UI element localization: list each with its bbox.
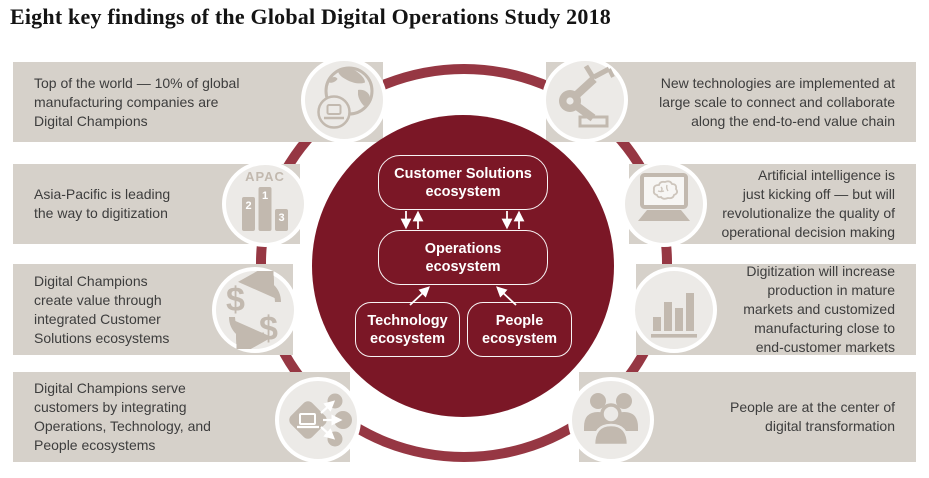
dollar-glyph-top: $ <box>226 281 245 319</box>
dollar-cycle-icon: $ $ <box>212 267 298 353</box>
bar-chart-icon <box>631 267 717 353</box>
finding-text: New technologies are implemented at larg… <box>659 74 895 129</box>
apac-rank-1: 1 <box>262 190 268 202</box>
people-group-icon-svg <box>584 393 638 447</box>
people-ecosystem-box: People ecosystem <box>467 302 572 357</box>
technology-ecosystem-box: Technology ecosystem <box>355 302 460 357</box>
outer-ring <box>256 64 672 462</box>
technology-ecosystem-label: Technology ecosystem <box>367 312 448 347</box>
customer-solutions-ecosystem-label: Customer Solutions ecosystem <box>394 165 532 200</box>
center-circle <box>312 115 614 417</box>
apac-rank-2: 2 <box>245 200 251 212</box>
customer-solutions-ecosystem-box: Customer Solutions ecosystem <box>378 155 548 210</box>
apac-podium-icon: APAC 2 1 3 <box>222 161 308 247</box>
finding-text: Asia-Pacific is leading the way to digit… <box>34 186 171 221</box>
finding-text: People are at the center of digital tran… <box>730 399 895 434</box>
network-share-icon-svg <box>289 393 352 447</box>
dollar-cycle-icon-svg: $ $ <box>226 271 282 349</box>
people-ecosystem-label: People ecosystem <box>482 312 557 347</box>
network-share-icon <box>275 377 361 463</box>
globe-laptop-icon <box>301 57 387 143</box>
finding-text: Digital Champions create value through i… <box>34 272 170 346</box>
globe-laptop-icon-svg <box>317 66 374 129</box>
bar-chart-icon-svg <box>651 293 697 338</box>
finding-text: Digital Champions serve customers by int… <box>34 380 211 453</box>
dollar-glyph-bottom: $ <box>259 310 278 348</box>
apac-label: APAC <box>245 169 285 184</box>
finding-text: Top of the world — 10% of global manufac… <box>34 74 240 129</box>
brain-laptop-icon-svg <box>638 173 690 221</box>
robot-arm-icon-svg <box>559 64 615 128</box>
apac-podium-icon-svg: APAC 2 1 3 <box>242 169 288 231</box>
people-group-icon <box>568 377 654 463</box>
brain-laptop-icon <box>621 161 707 247</box>
operations-ecosystem-label: Operations ecosystem <box>424 240 502 275</box>
finding-text: Artificial intelligence is just kicking … <box>721 167 895 240</box>
apac-rank-3: 3 <box>278 212 284 224</box>
robot-arm-icon <box>542 57 628 143</box>
operations-ecosystem-box: Operations ecosystem <box>378 230 548 285</box>
finding-text: Digitization will increase production in… <box>743 263 895 355</box>
page-title: Eight key findings of the Global Digital… <box>10 4 611 29</box>
